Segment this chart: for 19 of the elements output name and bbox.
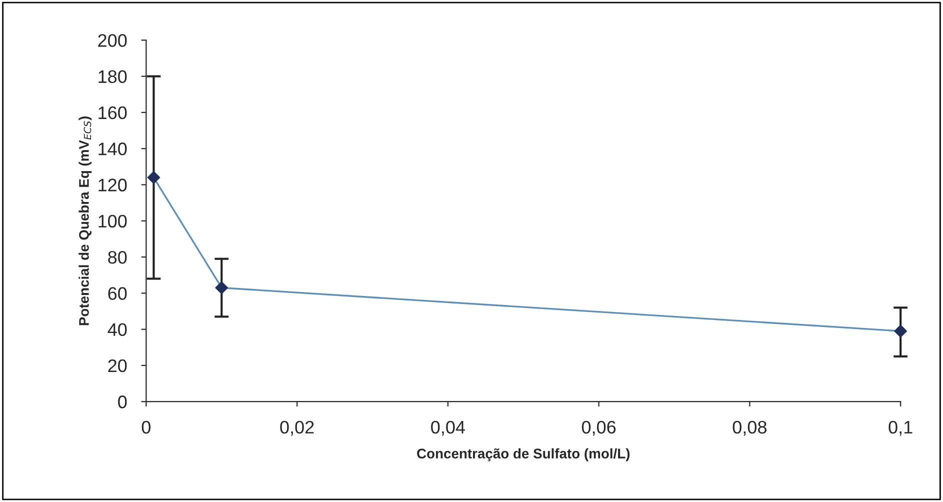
x-tick-label: 0,02 xyxy=(280,420,314,436)
y-tick-label: 120 xyxy=(98,178,127,192)
x-tick-label: 0,06 xyxy=(582,420,616,436)
y-tick-label: 60 xyxy=(108,287,127,300)
y-tick-label: 200 xyxy=(98,34,127,47)
y-tick-label: 40 xyxy=(108,323,127,336)
y-tick-label: 160 xyxy=(98,106,127,120)
y-tick-label: 0 xyxy=(118,396,127,408)
x-tick-label: 0,08 xyxy=(732,420,766,436)
x-tick-label: 0,1 xyxy=(888,420,912,436)
y-tick-label: 20 xyxy=(108,359,127,372)
x-tick-label: 0 xyxy=(142,420,150,434)
y-tick-label: 80 xyxy=(108,250,127,264)
x-axis-title: Concentração de Sulfato (mol/L) xyxy=(417,448,630,462)
y-tick-label: 180 xyxy=(98,70,127,84)
x-tick-label: 0,04 xyxy=(431,420,465,436)
y-tick-label: 140 xyxy=(98,142,127,156)
y-tick-label: 100 xyxy=(98,214,127,228)
y-axis-title: Potencial de Quebra Eq (mV$_{ECS}$) xyxy=(78,116,92,326)
